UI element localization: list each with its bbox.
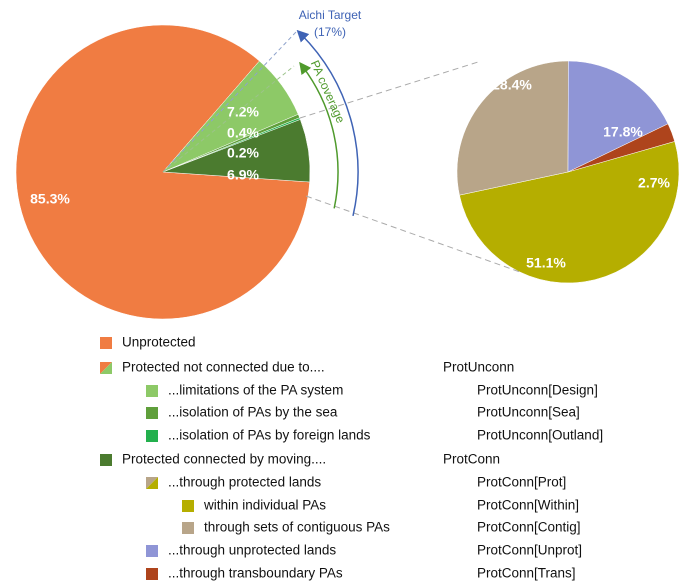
legend-code: ProtUnconn[Outland] [477, 428, 603, 443]
legend-code: ProtConn[Within] [477, 498, 579, 513]
legend-code: ProtConn [443, 452, 500, 467]
legend-code: ProtConn[Contig] [477, 520, 581, 535]
pie-slice [15, 24, 310, 320]
legend-label: Protected connected by moving.... [122, 452, 326, 467]
legend-code: ProtConn[Prot] [477, 475, 566, 490]
annotation: (17%) [314, 25, 346, 39]
aichi-arc [296, 29, 359, 217]
legend-label: ...isolation of PAs by foreign lands [168, 428, 371, 443]
coverage-arc [299, 61, 339, 209]
legend-swatch [182, 500, 194, 512]
legend-code: ProtUnconn[Sea] [477, 405, 580, 420]
data-label: 17.8% [603, 124, 643, 140]
pie-slice [456, 60, 569, 196]
pie-slice [459, 141, 680, 284]
pie-slice [567, 60, 669, 173]
legend-code: ProtConn[Trans] [477, 566, 576, 581]
legend-label: ...through protected lands [168, 475, 321, 490]
data-label: 28.4% [492, 77, 532, 93]
data-label: 6.9% [227, 167, 259, 183]
legend-swatch [146, 430, 158, 442]
legend-swatch [146, 568, 158, 580]
legend-code: ProtUnconn [443, 360, 514, 375]
coverage-line [162, 65, 295, 173]
legend-code: ProtConn[Unprot] [477, 543, 582, 558]
legend-label: Protected not connected due to.... [122, 360, 325, 375]
connector [299, 61, 479, 119]
legend: Unprotected Protected not connected due t… [100, 335, 603, 581]
legend-label: ...limitations of the PA system [168, 383, 343, 398]
legend-swatch [146, 407, 158, 419]
legend-label: ...isolation of PAs by the sea [168, 405, 338, 420]
legend-label: Unprotected [122, 335, 196, 350]
annotation: Aichi Target [299, 8, 362, 22]
pies: 85.3% 7.2% 0.4% 0.2% 6.9% 51.1% 28.4% 17.8% 2.7% [15, 24, 680, 320]
legend-swatch [182, 522, 194, 534]
data-label: 51.1% [526, 255, 566, 271]
data-label: 0.4% [227, 125, 259, 141]
pie-slice [162, 119, 311, 183]
legend-label: ...through transboundary PAs [168, 566, 343, 581]
data-label: 2.7% [638, 175, 670, 191]
legend-swatch [100, 362, 112, 374]
legend-label: through sets of contiguous PAs [204, 520, 390, 535]
legend-label: ...through unprotected lands [168, 543, 336, 558]
data-label: 85.3% [30, 191, 70, 207]
pie-slice [567, 123, 676, 173]
legend-swatch [146, 385, 158, 397]
connector [305, 195, 521, 273]
legend-swatch [146, 477, 158, 489]
legend-swatch [146, 545, 158, 557]
legend-code: ProtUnconn[Design] [477, 383, 598, 398]
legend-label: within individual PAs [203, 498, 326, 513]
legend-swatch [100, 454, 112, 466]
legend-swatch [100, 337, 112, 349]
data-label: 0.2% [227, 145, 259, 161]
data-label: 7.2% [227, 104, 259, 120]
